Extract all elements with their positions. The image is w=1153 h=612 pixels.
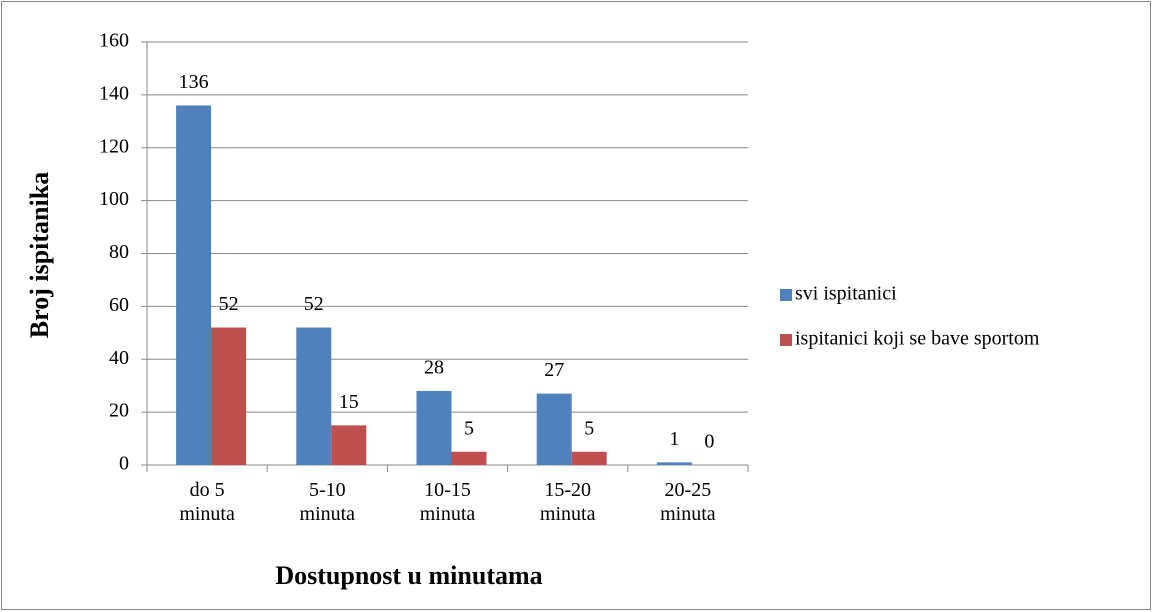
- data-label: 0: [704, 431, 714, 453]
- x-tick-label: 20-25 minuta: [660, 479, 716, 525]
- bar: [536, 393, 572, 465]
- y-tick-label: 20: [109, 400, 129, 422]
- data-label: 52: [219, 293, 239, 315]
- x-tick-label: do 5 minuta: [179, 479, 235, 525]
- x-axis-title: Dostupnost u minutama: [275, 561, 542, 590]
- y-tick-label: 0: [119, 453, 129, 475]
- y-tick-label: 160: [99, 30, 129, 52]
- y-tick-label: 60: [109, 294, 129, 316]
- y-tick-label: 40: [109, 347, 129, 369]
- y-axis-title: Broj ispitanika: [25, 172, 54, 338]
- x-tick-label: 5-10 minuta: [299, 479, 356, 525]
- bar: [176, 105, 212, 465]
- y-tick-label: 80: [109, 241, 129, 263]
- bar: [296, 327, 332, 465]
- legend-swatch: [780, 334, 792, 346]
- data-label: 5: [464, 417, 474, 439]
- legend-label: ispitanici koji se bave sportom: [795, 328, 1040, 350]
- x-tick-label: 15-20 minuta: [539, 479, 596, 525]
- bar: [571, 451, 607, 465]
- bar: [211, 327, 247, 465]
- data-label: 1: [669, 428, 679, 450]
- y-tick-label: 100: [99, 188, 129, 210]
- bar: [451, 451, 487, 465]
- legend-label: svi ispitanici: [795, 283, 897, 305]
- data-label: 5: [584, 417, 594, 439]
- bar: [331, 425, 367, 465]
- data-label: 15: [339, 391, 359, 413]
- data-label: 52: [304, 293, 324, 315]
- data-label: 28: [424, 357, 444, 379]
- x-tick-label: 10-15 minuta: [419, 479, 476, 525]
- y-tick-label: 140: [99, 82, 129, 104]
- bar: [656, 462, 692, 465]
- y-tick-label: 120: [99, 135, 129, 157]
- data-label: 27: [544, 359, 564, 381]
- data-label: 136: [179, 71, 209, 93]
- bar: [416, 390, 452, 465]
- legend-swatch: [780, 289, 792, 301]
